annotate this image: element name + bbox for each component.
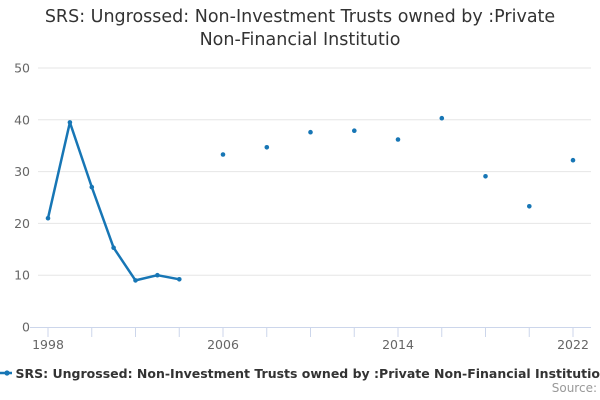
y-axis-label: 0 [22,320,30,335]
data-point[interactable] [177,277,182,282]
legend-item-label[interactable]: SRS: Ungrossed: Non-Investment Trusts ow… [15,365,600,381]
data-point[interactable] [527,204,532,209]
data-point[interactable] [111,245,116,250]
data-point[interactable] [308,129,313,135]
series-line[interactable] [46,121,181,282]
data-point[interactable] [133,278,138,283]
chart-title: SRS: Ungrossed: Non-Investment Trusts ow… [0,6,600,52]
x-axis-label: 2006 [207,337,239,352]
data-point[interactable] [89,184,95,190]
data-point[interactable] [264,145,270,150]
y-axis-label: 20 [14,216,30,231]
x-axis-label: 2022 [557,337,589,352]
data-point[interactable] [67,120,73,125]
x-axis-label: 2014 [382,337,414,352]
y-axis-label: 50 [14,61,30,76]
data-point[interactable] [395,137,401,142]
data-point[interactable] [483,174,488,179]
x-axis-label: 1998 [32,337,64,352]
y-axis-label: 30 [14,164,30,179]
data-point[interactable] [352,128,357,133]
y-axis-label: 10 [14,268,30,283]
plot-area[interactable]: 0 10 20 30 40 50 1998 2006 2014 2022 [0,0,600,362]
data-point[interactable] [570,157,576,163]
source-credit: Source: [551,381,597,395]
data-point[interactable] [155,272,160,278]
y-axis-label: 40 [14,112,30,127]
data-point[interactable] [45,215,51,221]
legend: SRS: Ungrossed: Non-Investment Trusts ow… [0,364,600,382]
data-point[interactable] [220,152,226,157]
chart-title-line1: SRS: Ungrossed: Non-Investment Trusts ow… [44,7,556,27]
data-point[interactable] [439,115,445,121]
legend-line-dot-icon [0,370,12,376]
chart-title-line2: Non-Financial Institutio [199,30,401,50]
